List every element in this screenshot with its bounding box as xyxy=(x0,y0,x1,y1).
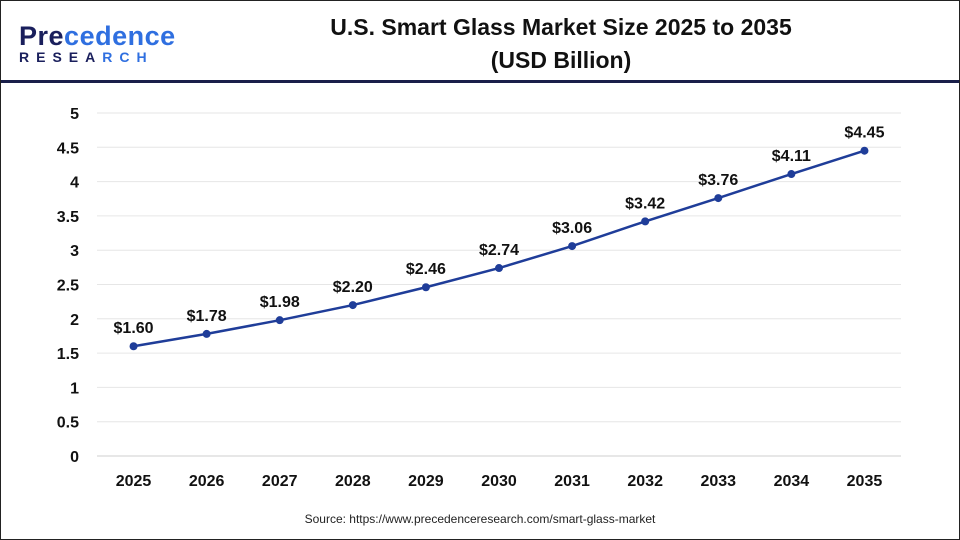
data-label: $1.78 xyxy=(187,308,227,325)
title-line1: U.S. Smart Glass Market Size 2025 to 203… xyxy=(330,14,792,40)
data-point xyxy=(568,242,577,251)
y-tick-label: 3 xyxy=(70,243,79,260)
precedence-research-logo: Precedence RESEARCH xyxy=(19,21,176,66)
x-tick-label: 2033 xyxy=(700,473,736,490)
data-label: $3.06 xyxy=(552,220,592,237)
data-point xyxy=(129,342,138,351)
data-point xyxy=(860,146,869,155)
logo-line2: RESEARCH xyxy=(19,49,154,65)
y-tick-label: 0.5 xyxy=(57,415,79,432)
data-label: $2.20 xyxy=(333,279,373,296)
y-tick-label: 0 xyxy=(70,449,79,466)
logo-line1: Precedence xyxy=(19,21,176,51)
data-point xyxy=(348,301,357,310)
data-label: $2.46 xyxy=(406,261,446,278)
header-divider xyxy=(1,80,959,83)
data-label: $4.45 xyxy=(844,125,884,142)
data-point xyxy=(202,329,211,338)
y-tick-label: 2 xyxy=(70,312,79,329)
data-label: $3.76 xyxy=(698,172,738,189)
data-point xyxy=(787,170,796,179)
x-tick-label: 2026 xyxy=(189,473,225,490)
chart-title: U.S. Smart Glass Market Size 2025 to 203… xyxy=(261,11,861,77)
data-label: $1.98 xyxy=(260,294,300,311)
y-tick-label: 2.5 xyxy=(57,278,79,295)
y-tick-label: 5 xyxy=(70,106,79,123)
y-tick-label: 3.5 xyxy=(57,209,79,226)
y-tick-label: 1 xyxy=(70,380,79,397)
data-label: $4.11 xyxy=(772,148,811,165)
x-tick-label: 2025 xyxy=(116,473,152,490)
data-label: $3.42 xyxy=(625,195,665,212)
data-point xyxy=(714,194,723,203)
y-tick-label: 4 xyxy=(70,175,79,192)
data-point xyxy=(641,217,650,226)
data-point xyxy=(275,316,284,325)
x-tick-label: 2030 xyxy=(481,473,517,490)
x-tick-label: 2029 xyxy=(408,473,444,490)
source-note: Source: https://www.precedenceresearch.c… xyxy=(304,512,656,526)
data-label: $2.74 xyxy=(479,242,519,259)
x-tick-label: 2034 xyxy=(774,473,810,490)
title-line2: (USD Billion) xyxy=(490,47,632,73)
x-tick-label: 2028 xyxy=(335,473,371,490)
y-tick-label: 1.5 xyxy=(57,346,79,363)
data-label: $1.60 xyxy=(114,320,154,337)
data-point xyxy=(421,283,430,292)
x-tick-label: 2035 xyxy=(847,473,883,490)
y-tick-label: 4.5 xyxy=(57,140,79,157)
x-tick-label: 2032 xyxy=(627,473,663,490)
x-tick-label: 2027 xyxy=(262,473,298,490)
data-point xyxy=(495,264,503,273)
x-tick-label: 2031 xyxy=(554,473,590,490)
